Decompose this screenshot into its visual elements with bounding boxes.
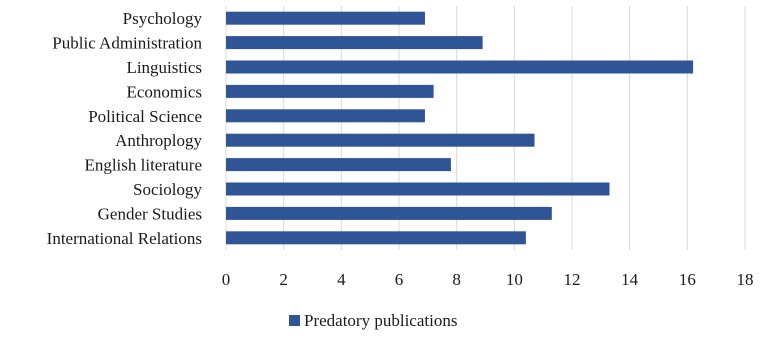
- legend-swatch: [289, 315, 300, 326]
- bar: [226, 133, 535, 147]
- category-label: Economics: [126, 82, 202, 101]
- x-tick-label: 16: [679, 270, 696, 289]
- x-tick-label: 10: [506, 270, 523, 289]
- category-labels: Psychology Public Administration Linguisti…: [47, 9, 203, 248]
- legend: Predatory publications: [289, 311, 457, 330]
- x-tick-label: 12: [564, 270, 581, 289]
- bar: [226, 36, 483, 50]
- bars: [226, 11, 694, 245]
- x-tick-label: 2: [279, 270, 288, 289]
- x-tick-label: 14: [621, 270, 639, 289]
- x-tick-label: 4: [337, 270, 346, 289]
- category-label: International Relations: [47, 229, 202, 248]
- bar: [226, 109, 425, 123]
- bar: [226, 206, 552, 220]
- category-label: Linguistics: [126, 58, 202, 77]
- x-tick-label: 8: [452, 270, 461, 289]
- category-label: Sociology: [133, 180, 202, 199]
- category-label: Political Science: [88, 107, 202, 126]
- bar: [226, 231, 526, 245]
- category-label: Anthroplogy: [115, 131, 202, 150]
- x-tick-label: 18: [737, 270, 754, 289]
- bar: [226, 60, 694, 74]
- x-tick-labels: 0 2 4 6 8 10 12 14 16 18: [222, 270, 754, 289]
- bar: [226, 182, 610, 196]
- bar: [226, 158, 451, 172]
- legend-label: Predatory publications: [304, 311, 457, 330]
- category-label: Psychology: [123, 9, 203, 28]
- bar: [226, 11, 425, 25]
- category-label: Gender Studies: [98, 204, 202, 223]
- category-label: Public Administration: [52, 34, 202, 53]
- category-label: English literature: [84, 156, 202, 175]
- x-tick-label: 0: [222, 270, 231, 289]
- bar: [226, 84, 434, 98]
- x-tick-label: 6: [395, 270, 404, 289]
